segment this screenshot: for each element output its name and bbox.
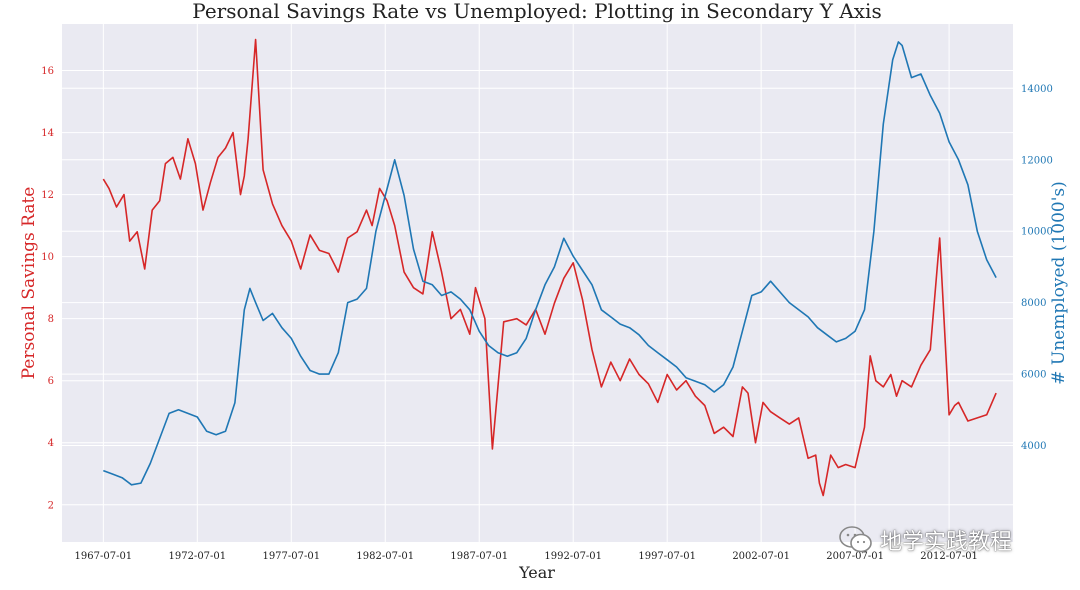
y-tick-label-left: 6	[48, 376, 54, 387]
y-axis-label-left: Personal Savings Rate	[19, 187, 39, 380]
x-axis-label: Year	[518, 563, 555, 582]
x-tick-label: 2002-07-01	[732, 551, 790, 562]
x-tick-label: 1987-07-01	[450, 551, 508, 562]
x-tick-label: 1977-07-01	[262, 551, 320, 562]
watermark: 地学实践教程	[838, 524, 1012, 556]
y-tick-label-right: 8000	[1021, 298, 1046, 309]
wechat-icon	[839, 526, 872, 553]
x-tick-label: 2007-07-01	[826, 551, 884, 562]
y-tick-label-left: 12	[41, 190, 54, 201]
y-axis-label-right: # Unemployed (1000's)	[1049, 181, 1069, 385]
x-tick-label: 1997-07-01	[638, 551, 696, 562]
x-tick-label: 2012-07-01	[920, 551, 978, 562]
grid-lines	[62, 24, 1013, 542]
y-tick-label-right: 4000	[1021, 441, 1046, 452]
y-tick-label-left: 8	[48, 314, 54, 325]
series-line-psavert	[102, 38, 997, 497]
y-tick-label-left: 4	[48, 438, 54, 449]
y-tick-label-right: 14000	[1021, 84, 1053, 95]
y-tick-label-left: 2	[48, 500, 54, 511]
y-tick-label-right: 10000	[1021, 227, 1053, 238]
x-tick-label: 1992-07-01	[544, 551, 602, 562]
x-tick-label: 1982-07-01	[356, 551, 414, 562]
y-tick-label-left: 16	[41, 66, 54, 77]
series-layer	[102, 38, 997, 497]
y-tick-label-left: 10	[41, 252, 54, 263]
y-tick-label-right: 12000	[1021, 155, 1053, 166]
x-tick-label: 1967-07-01	[75, 551, 133, 562]
y-tick-label-left: 14	[41, 128, 54, 139]
x-tick-label: 1972-07-01	[168, 551, 226, 562]
series-line-unemploy	[103, 41, 997, 486]
plot-area	[62, 24, 1013, 542]
y-tick-label-right: 6000	[1021, 370, 1046, 381]
chart-title: Personal Savings Rate vs Unemployed: Plo…	[192, 0, 881, 23]
tick-labels: 1967-07-01 1972-07-01 1977-07-01 1982-07-01…	[41, 66, 1053, 562]
watermark-text: 地学实践教程	[880, 530, 1013, 555]
